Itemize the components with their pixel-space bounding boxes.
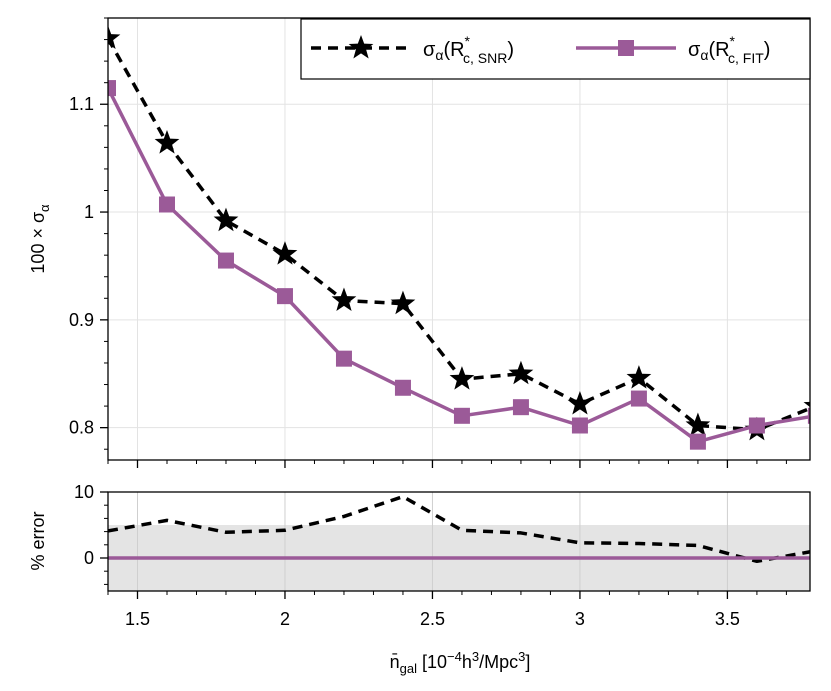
- ratio-panel: 1.5 2 2.5 3 3.5 0 10 % error n̄gal [10−4h3/Mpc…: [28, 482, 811, 676]
- main-y-tick-label: 1: [84, 202, 94, 222]
- x-axis-label: n̄gal [10−4h3/Mpc3]: [390, 649, 531, 676]
- x-tick-label: 2.5: [420, 609, 445, 629]
- series-snr-point: [154, 130, 180, 154]
- main-panel: 0.8 0.9 1 1.1 100 × σα σα(R* c, SNR) σα(R* c,…: [28, 17, 811, 468]
- x-tick-label: 3: [575, 609, 585, 629]
- series-snr-point: [272, 241, 298, 265]
- x-tick-label: 3.5: [715, 609, 740, 629]
- series-fit-point: [335, 350, 352, 367]
- main-series: [108, 25, 810, 450]
- main-y-tick-label: 0.9: [69, 310, 94, 330]
- legend-entry-snr: σα(R* c, SNR): [311, 33, 514, 66]
- ratio-y-tick-label: 0: [84, 548, 94, 568]
- legend-snr-label: σα(R* c, SNR): [423, 33, 514, 66]
- series-fit-point: [571, 417, 588, 434]
- series-snr-point: [626, 365, 652, 389]
- ratio-series: [108, 494, 810, 564]
- legend-entry-fit: σα(R* c, FIT): [576, 33, 770, 66]
- series-fit-point: [108, 80, 116, 97]
- legend-snr-marker: [348, 35, 374, 59]
- ratio-snr-line: [108, 494, 810, 564]
- series-fit-point: [217, 252, 234, 269]
- series-snr-point: [108, 25, 121, 49]
- ratio-y-axis-label: % error: [28, 511, 48, 570]
- main-y-axis-label: 100 × σα: [28, 204, 52, 274]
- x-tick-label: 2: [280, 609, 290, 629]
- main-y-tick-label: 0.8: [69, 418, 94, 438]
- series-fit-point: [276, 288, 293, 305]
- series-snr-point: [449, 366, 475, 390]
- series-fit-point: [748, 417, 765, 434]
- main-grid: [108, 18, 810, 460]
- ratio-ticks: 1.5 2 2.5 3 3.5 0 10: [74, 482, 787, 629]
- series-snr-point: [390, 290, 416, 315]
- series-fit-point: [807, 407, 810, 424]
- legend-fit-marker: [618, 40, 634, 56]
- ratio-axes-frame: [107, 491, 811, 592]
- series-fit-point: [630, 390, 647, 407]
- main-axes-frame: [107, 17, 811, 461]
- series-fit-point: [453, 407, 470, 424]
- series-snr-point: [508, 360, 534, 385]
- legend-box: [300, 18, 811, 80]
- series-snr-point: [685, 412, 711, 437]
- main-y-tick-label: 1.1: [69, 94, 94, 114]
- series-fit-line: [108, 87, 810, 444]
- series-fit-point: [689, 433, 706, 450]
- x-tick-label: 1.5: [125, 609, 150, 629]
- series-fit-point: [158, 196, 175, 213]
- main-ticks: 0.8 0.9 1 1.1: [69, 17, 787, 468]
- series-snr-point: [803, 401, 810, 417]
- series-snr-point: [213, 207, 239, 232]
- ratio-y-tick-label: 10: [74, 482, 94, 502]
- series-snr-point: [331, 287, 357, 311]
- series-fit-point: [512, 399, 529, 416]
- legend-fit-label: σα(R* c, FIT): [688, 33, 770, 66]
- legend: σα(R* c, SNR) σα(R* c, FIT): [300, 18, 811, 80]
- series-snr-point: [567, 390, 593, 415]
- series-fit-point: [394, 379, 411, 396]
